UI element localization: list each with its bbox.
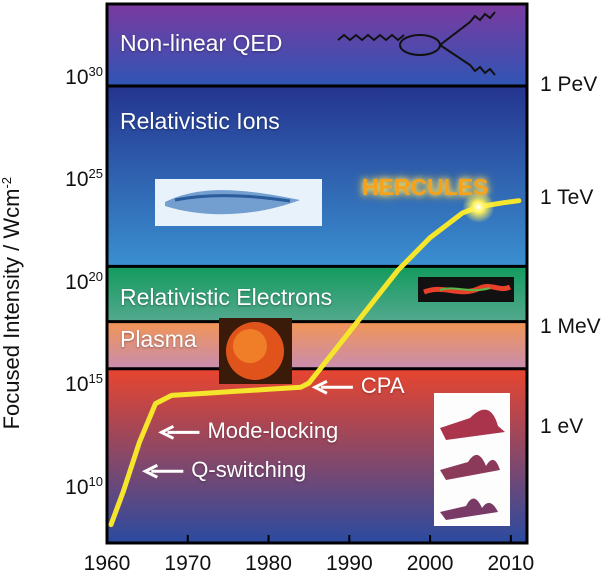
hercules-label: HERCULES	[362, 174, 489, 200]
x-axis-ticks	[106, 535, 512, 543]
y-tick-label: 1025	[65, 166, 103, 192]
pulse-profiles-image	[434, 393, 510, 526]
x-tick-label: 1970	[164, 552, 212, 575]
annotation-label: Q-switching	[191, 457, 307, 483]
x-tick-label: 1960	[83, 552, 131, 575]
region-band	[107, 85, 527, 267]
region-boundaries	[107, 84, 527, 371]
annotation-arrowhead	[158, 424, 175, 440]
feynman-diagram-icon	[337, 11, 496, 76]
y-tick-label: 1015	[65, 371, 103, 397]
region-label: Relativistic Ions	[120, 107, 280, 134]
x-tick-label: 2010	[487, 552, 535, 575]
ion-beam-image	[155, 179, 322, 226]
y-tick-label: 1020	[65, 268, 103, 294]
region-label: Non-linear QED	[120, 30, 283, 56]
annotation-arrowhead	[311, 379, 328, 395]
energy-label: 1 PeV	[540, 72, 598, 96]
y-tick-label: 1010	[65, 473, 103, 499]
region-band	[107, 321, 527, 369]
annotation-arrows	[141, 379, 353, 479]
regions	[107, 4, 527, 543]
frame-border	[105, 2, 529, 545]
electron-beam-image	[418, 277, 514, 302]
x-tick-label: 1980	[245, 552, 292, 575]
energy-label: 1 eV	[540, 415, 584, 439]
plot-frame	[105, 2, 529, 545]
region-label: Relativistic Electrons	[120, 284, 333, 311]
annotation-label: CPA	[360, 373, 405, 399]
x-tick-label: 2000	[406, 552, 454, 575]
annotation-label: Mode-locking	[207, 418, 339, 444]
energy-label: 1 MeV	[540, 314, 601, 338]
y-axis-label: Focused Intensity / Wcm-2	[0, 176, 25, 430]
region-label: Plasma	[120, 325, 197, 352]
region-band	[107, 4, 527, 86]
energy-label: 1 TeV	[540, 185, 594, 209]
sun-image	[219, 318, 292, 384]
series-layer	[108, 190, 522, 528]
x-tick-label: 1990	[325, 552, 373, 575]
hercules-point	[462, 190, 495, 223]
annotation-arrowhead	[141, 463, 158, 479]
y-tick-label: 1030	[65, 63, 103, 89]
